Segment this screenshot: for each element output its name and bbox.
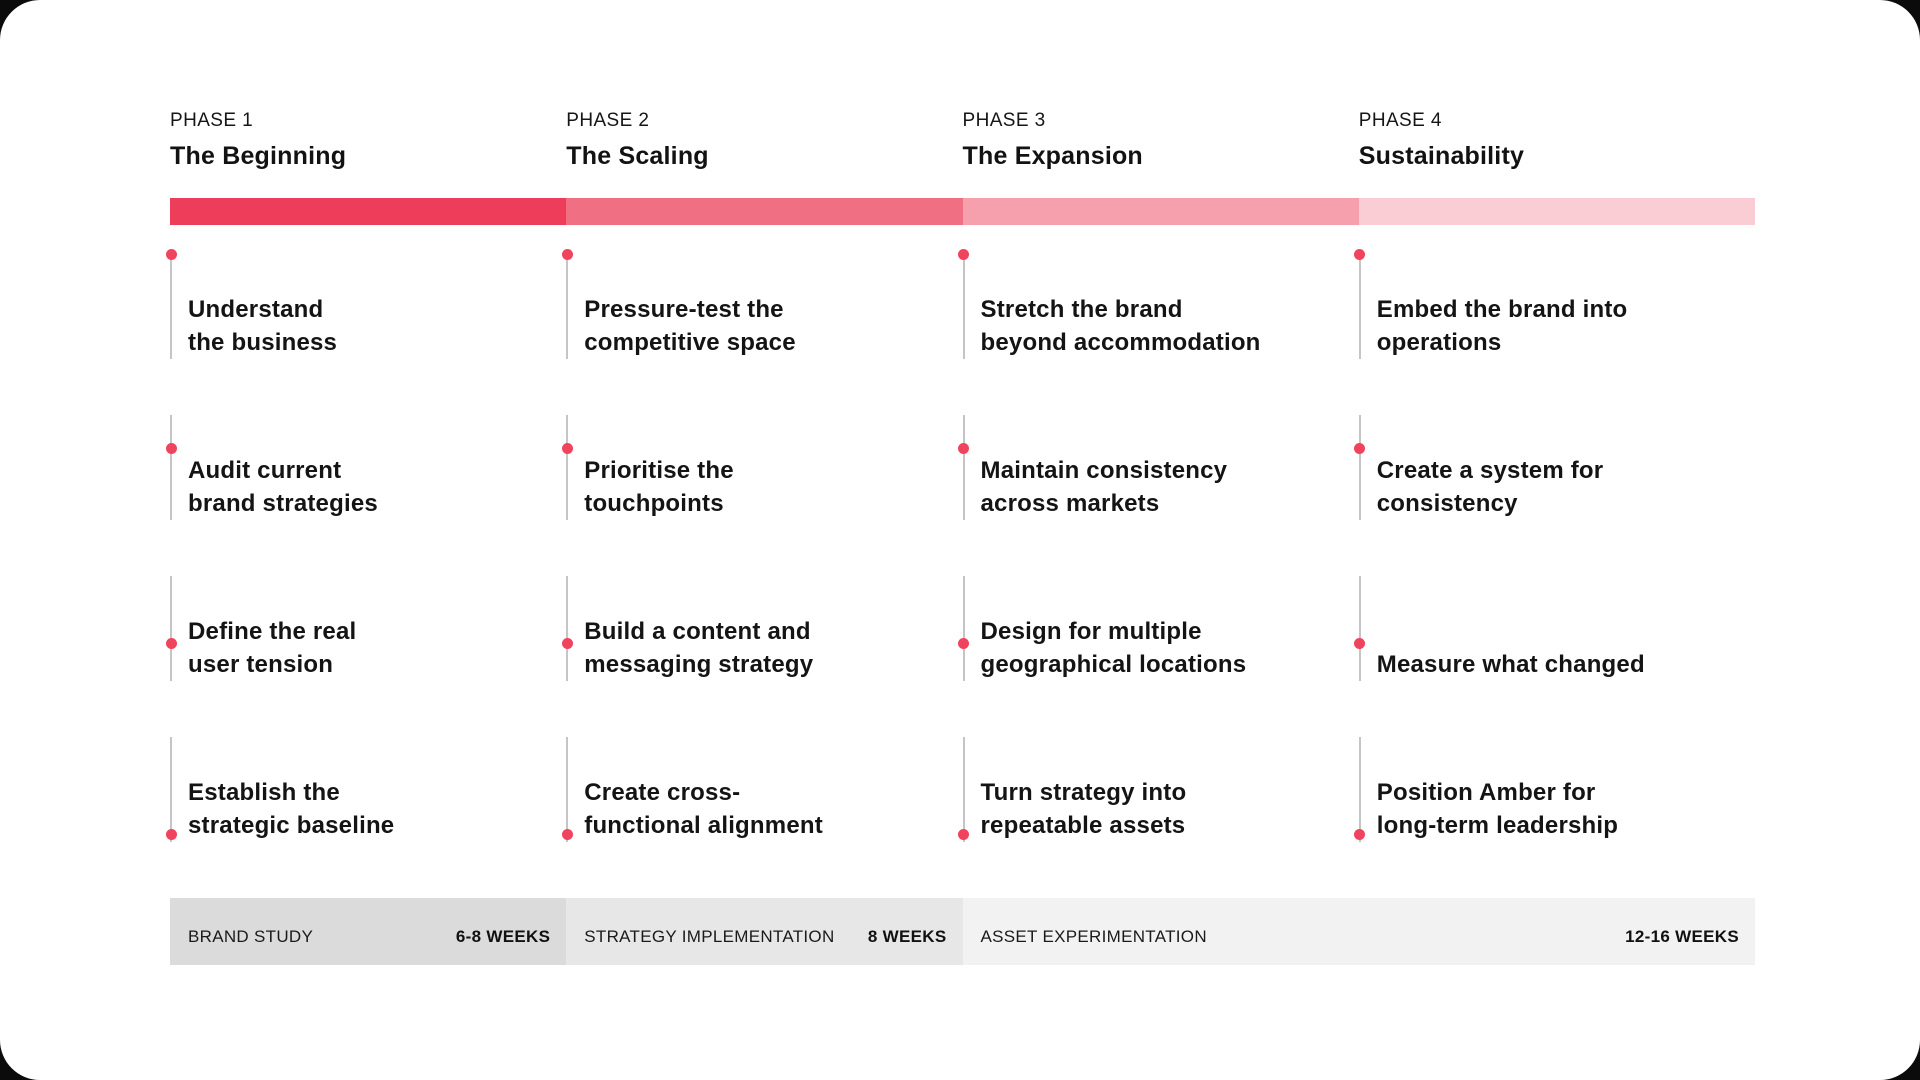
timeline-rail [170,737,172,842]
timeline-rail [1358,254,1361,359]
progress-bar-segment [1358,198,1755,225]
phase-label: PHASE 3 [962,110,1046,131]
duration-footer: BRAND STUDY 6-8 WEEKS STRATEGY IMPLEMENT… [170,898,1755,965]
footer-segment-duration: 8 WEEKS [867,926,947,946]
footer-segment-label: ASSET EXPERIMENTATION [980,926,1207,946]
item-text: Prioritise the touchpoints [584,457,734,517]
milestone-dot-icon [1354,828,1366,840]
milestone-dot-icon [165,442,177,454]
phase-items: Embed the brand into operations Create a… [1354,249,1755,842]
roadmap-item: Turn strategy into repeatable assets [958,737,1359,842]
progress-bar-segment [566,198,963,225]
timeline-rail [1358,737,1361,842]
item-text: Define the real user tension [188,618,357,678]
milestone-dot-icon [561,828,573,840]
timeline-rail [962,576,965,681]
item-text: Create a system for consistency [1376,457,1604,517]
milestone-dot-icon [561,249,573,260]
item-text: Stretch the brand beyond accommodation [980,296,1261,356]
item-text: Embed the brand into operations [1376,296,1628,356]
item-text: Establish the strategic baseline [188,779,395,839]
phase-items: Stretch the brand beyond accommodation M… [958,249,1359,842]
roadmap-item: Maintain consistency across markets [958,415,1359,520]
roadmap-item: Measure what changed [1354,576,1755,681]
item-text: Audit current brand strategies [188,457,378,517]
milestone-dot-icon [958,442,969,454]
phase-label: PHASE 2 [566,110,650,131]
phase-label: PHASE 1 [170,110,254,131]
phase-column-2: PHASE 2 The Scaling Pressure-test the co… [561,110,963,842]
item-text: Maintain consistency across markets [980,457,1228,517]
timeline-rail [170,576,172,681]
milestone-dot-icon [165,828,177,840]
milestone-dot-icon [561,442,573,454]
footer-segment-label: BRAND STUDY [188,926,314,946]
roadmap-item: Embed the brand into operations [1354,249,1755,359]
milestone-dot-icon [958,638,969,650]
milestone-dot-icon [1354,249,1366,260]
item-text: Measure what changed [1376,651,1645,678]
milestone-dot-icon [1354,638,1366,650]
roadmap-item: Audit current brand strategies [165,415,566,520]
roadmap-item: Create cross- functional alignment [561,737,962,842]
roadmap-item: Stretch the brand beyond accommodation [958,249,1359,359]
timeline-rail [1358,576,1361,681]
item-text: Design for multiple geographical locatio… [980,618,1247,678]
roadmap-item: Establish the strategic baseline [165,737,566,842]
phase-title: The Expansion [962,142,1143,170]
phase-title: The Scaling [566,142,709,170]
item-text: Pressure-test the competitive space [584,296,796,356]
footer-segment-asset-experimentation: ASSET EXPERIMENTATION 12-16 WEEKS [962,898,1755,965]
phase-column-1: PHASE 1 The Beginning Understand the bus… [165,110,567,842]
milestone-dot-icon [1354,442,1366,454]
footer-segment-duration: 6-8 WEEKS [455,926,551,946]
item-text: Build a content and messaging strategy [584,618,814,678]
footer-segment-brand-study: BRAND STUDY 6-8 WEEKS [170,898,567,965]
timeline-rail [962,737,965,842]
item-text: Turn strategy into repeatable assets [980,779,1187,839]
timeline-rail [566,254,569,359]
timeline-rail [170,254,172,359]
phase-label: PHASE 4 [1358,110,1442,131]
phase-title: The Beginning [170,142,347,170]
roadmap-item: Define the real user tension [165,576,566,681]
item-text: Position Amber for long-term leadership [1376,779,1619,839]
phase-column-3: PHASE 3 The Expansion Stretch the brand … [958,110,1359,842]
timeline-rail [566,576,569,681]
phase-column-4: PHASE 4 Sustainability Embed the brand i… [1354,110,1755,842]
timeline-rail [1358,415,1361,520]
roadmap-item: Position Amber for long-term leadership [1354,737,1755,842]
roadmap-item: Prioritise the touchpoints [561,415,962,520]
phase-items: Understand the business Audit current br… [165,249,566,842]
milestone-dot-icon [165,638,177,650]
milestone-dot-icon [958,828,969,840]
phase-columns: PHASE 1 The Beginning Understand the bus… [165,110,1755,842]
phase-items: Pressure-test the competitive space Prio… [561,249,962,842]
timeline-rail [962,415,965,520]
timeline-rail [962,254,965,359]
timeline-rail [566,737,569,842]
footer-segment-strategy-implementation: STRATEGY IMPLEMENTATION 8 WEEKS [566,898,963,965]
progress-bar-segment [962,198,1359,225]
milestone-dot-icon [561,638,573,650]
timeline-rail [170,415,172,520]
roadmap-item: Create a system for consistency [1354,415,1755,520]
phase-title: Sustainability [1358,142,1525,170]
roadmap-item: Pressure-test the competitive space [561,249,962,359]
timeline-rail [566,415,569,520]
roadmap-board: PHASE 1 The Beginning Understand the bus… [165,110,1755,965]
footer-segment-label: STRATEGY IMPLEMENTATION [584,926,835,946]
milestone-dot-icon [958,249,969,260]
roadmap-item: Design for multiple geographical locatio… [958,576,1359,681]
milestone-dot-icon [165,249,177,260]
roadmap-item: Build a content and messaging strategy [561,576,962,681]
footer-segment-duration: 12-16 WEEKS [1625,926,1739,946]
item-text: Understand the business [188,296,338,356]
progress-bar-segment [170,198,567,225]
item-text: Create cross- functional alignment [584,779,823,839]
roadmap-item: Understand the business [165,249,566,359]
